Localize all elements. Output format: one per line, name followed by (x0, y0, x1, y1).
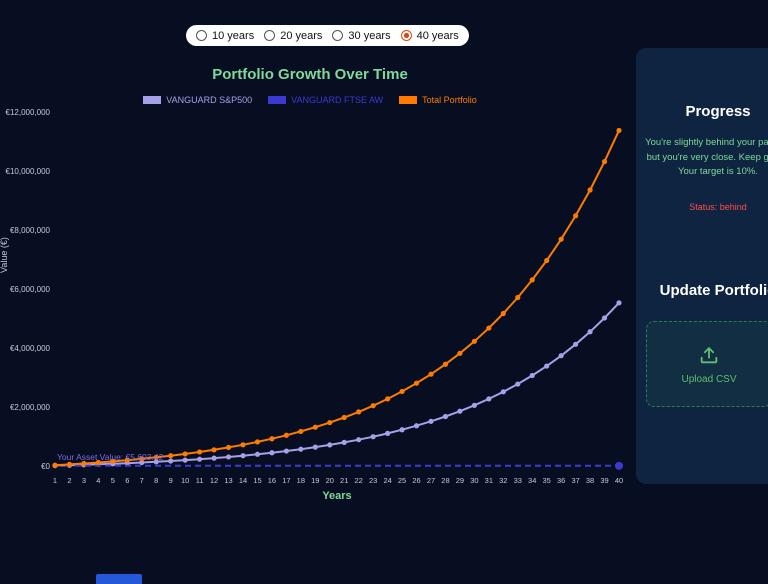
legend-item-sp500[interactable]: VANGUARD S&P500 (143, 95, 252, 105)
svg-text:18: 18 (297, 476, 305, 485)
svg-text:7: 7 (140, 476, 144, 485)
svg-text:36: 36 (557, 476, 565, 485)
chart-title: Portfolio Growth Over Time (212, 66, 408, 83)
svg-text:30: 30 (470, 476, 478, 485)
svg-text:35: 35 (543, 476, 551, 485)
svg-text:20: 20 (326, 476, 334, 485)
svg-text:39: 39 (600, 476, 608, 485)
radio-label: 10 years (212, 29, 255, 42)
svg-text:10: 10 (181, 476, 189, 485)
radio-circle-icon[interactable] (264, 30, 276, 41)
svg-text:19: 19 (311, 476, 319, 485)
svg-text:24: 24 (383, 476, 391, 485)
svg-text:Years: Years (322, 490, 351, 502)
svg-text:4: 4 (96, 476, 100, 485)
svg-text:38: 38 (586, 476, 594, 485)
svg-text:29: 29 (456, 476, 464, 485)
svg-text:13: 13 (224, 476, 232, 485)
svg-text:Your Asset Value: €5,603.42: Your Asset Value: €5,603.42 (57, 452, 164, 462)
legend-label: VANGUARD FTSE AW (291, 95, 384, 105)
svg-text:15: 15 (253, 476, 261, 485)
svg-text:40: 40 (615, 476, 623, 485)
svg-text:12: 12 (210, 476, 218, 485)
svg-text:1: 1 (53, 476, 57, 485)
svg-text:31: 31 (485, 476, 493, 485)
update-portfolio-heading: Update Portfolio (659, 282, 768, 300)
svg-text:22: 22 (355, 476, 363, 485)
radio-circle-selected-icon[interactable] (400, 30, 412, 41)
svg-text:34: 34 (528, 476, 536, 485)
svg-text:33: 33 (514, 476, 522, 485)
time-range-selector: 10 years 20 years 30 years 40 years (186, 25, 469, 46)
svg-text:28: 28 (441, 476, 449, 485)
radio-40-years[interactable]: 40 years (400, 29, 459, 42)
legend-item-total[interactable]: Total Portfolio (399, 95, 477, 105)
upload-icon (700, 346, 718, 363)
svg-text:14: 14 (239, 476, 247, 485)
svg-text:8: 8 (154, 476, 158, 485)
svg-text:32: 32 (499, 476, 507, 485)
svg-text:9: 9 (169, 476, 173, 485)
chart-legend: VANGUARD S&P500 VANGUARD FTSE AW Total P… (0, 95, 620, 105)
svg-text:27: 27 (427, 476, 435, 485)
radio-label: 40 years (416, 29, 459, 42)
status-badge: Status: behind (689, 202, 747, 213)
svg-text:11: 11 (196, 476, 204, 485)
legend-label: VANGUARD S&P500 (166, 95, 253, 105)
svg-text:€12,000,000: €12,000,000 (6, 108, 51, 117)
legend-swatch (399, 96, 418, 104)
legend-swatch (143, 96, 162, 104)
radio-circle-icon[interactable] (196, 30, 207, 41)
svg-text:23: 23 (369, 476, 377, 485)
progress-panel: Progress You're slightly behind your pac… (636, 48, 768, 484)
legend-item-ftse[interactable]: VANGUARD FTSE AW (268, 95, 383, 105)
svg-text:€4,000,000: €4,000,000 (10, 344, 51, 353)
svg-text:€10,000,000: €10,000,000 (6, 167, 51, 176)
radio-10-years[interactable]: 10 years (196, 30, 254, 42)
svg-text:6: 6 (125, 476, 129, 485)
svg-text:21: 21 (340, 476, 348, 485)
svg-text:17: 17 (282, 476, 290, 485)
upload-csv-label: Upload CSV (681, 373, 737, 385)
svg-text:€6,000,000: €6,000,000 (10, 285, 51, 294)
svg-text:€0: €0 (41, 462, 50, 471)
radio-30-years[interactable]: 30 years (332, 29, 391, 42)
svg-text:5: 5 (111, 476, 115, 485)
radio-label: 20 years (280, 29, 323, 42)
legend-swatch (268, 96, 287, 104)
radio-circle-icon[interactable] (332, 30, 344, 41)
progress-heading: Progress (685, 103, 751, 120)
svg-text:37: 37 (571, 476, 579, 485)
portfolio-growth-chart: €0 €2,000,000 €4,000,000 €6,000,000 €8,000,0… (6, 108, 624, 502)
svg-text:2: 2 (67, 476, 71, 485)
bottom-blue-bar[interactable] (96, 574, 142, 584)
svg-text:€8,000,000: €8,000,000 (10, 226, 51, 235)
progress-message: You're slightly behind your pace — but y… (645, 137, 768, 178)
svg-text:16: 16 (268, 476, 276, 485)
radio-20-years[interactable]: 20 years (264, 30, 322, 42)
svg-text:€2,000,000: €2,000,000 (10, 403, 51, 412)
upload-csv-dropzone[interactable]: Upload CSV (646, 321, 768, 408)
radio-label: 30 years (348, 29, 391, 42)
svg-text:3: 3 (82, 476, 86, 485)
svg-text:25: 25 (398, 476, 406, 485)
legend-label: Total Portfolio (422, 95, 477, 105)
svg-text:26: 26 (412, 476, 420, 485)
